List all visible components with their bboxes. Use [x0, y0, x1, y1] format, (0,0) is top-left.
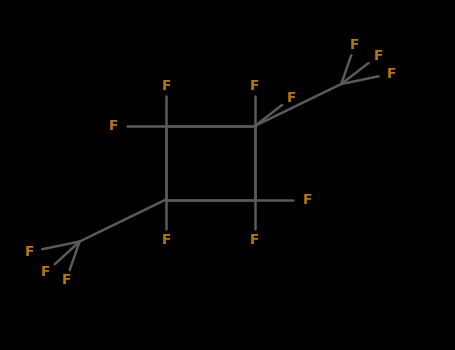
Text: F: F — [250, 79, 259, 93]
Text: F: F — [250, 233, 259, 247]
Text: F: F — [387, 66, 397, 80]
Text: F: F — [41, 265, 51, 279]
Text: F: F — [24, 245, 34, 259]
Text: F: F — [374, 49, 383, 63]
Text: F: F — [303, 193, 312, 206]
Text: F: F — [162, 233, 171, 247]
Text: F: F — [61, 273, 71, 287]
Text: F: F — [350, 38, 359, 52]
Text: F: F — [287, 91, 297, 105]
Text: F: F — [109, 119, 118, 133]
Text: F: F — [162, 79, 171, 93]
